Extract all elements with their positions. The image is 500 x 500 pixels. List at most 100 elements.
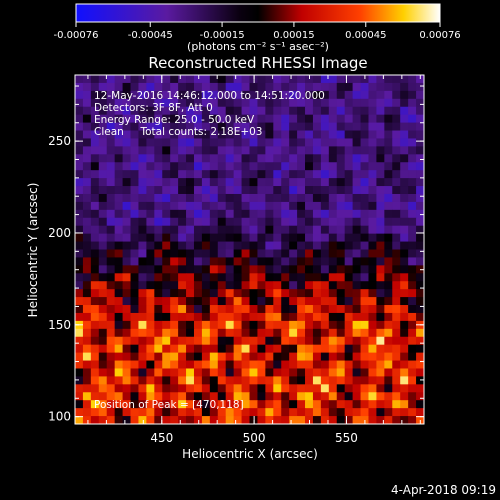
heatmap-cell — [75, 297, 84, 306]
heatmap-cell — [90, 312, 100, 322]
heatmap-cell — [130, 376, 139, 385]
heatmap-cell — [130, 273, 139, 282]
heatmap-cell — [265, 352, 274, 361]
heatmap-cell — [138, 289, 147, 298]
heatmap-cell — [138, 122, 147, 131]
heatmap-cell — [249, 225, 258, 235]
heatmap-cell — [408, 273, 417, 282]
heatmap-cell — [344, 178, 354, 187]
heatmap-cell — [82, 75, 92, 84]
heatmap-cell — [217, 225, 227, 235]
heatmap-cell — [233, 273, 242, 282]
heatmap-cell — [146, 305, 155, 314]
heatmap-cell — [265, 241, 274, 250]
heatmap-cell — [209, 408, 219, 417]
heatmap-cell — [400, 130, 409, 139]
heatmap-cell — [106, 312, 116, 322]
heatmap-cell — [368, 416, 377, 425]
heatmap-cell — [186, 392, 195, 401]
heatmap-cell — [162, 193, 171, 203]
heatmap-cell — [114, 75, 123, 84]
heatmap-cell — [360, 336, 369, 346]
heatmap-cell — [312, 178, 322, 187]
heatmap-cell — [138, 273, 147, 282]
colorbar-tick-label: -0.00076 — [54, 30, 99, 41]
heatmap-cell — [114, 257, 123, 266]
heatmap-cell — [297, 257, 306, 266]
heatmap-cell — [305, 392, 314, 401]
heatmap-cell — [408, 376, 417, 385]
heatmap-cell — [257, 312, 266, 322]
heatmap-cell — [392, 241, 401, 250]
heatmap-cell — [114, 114, 123, 123]
heatmap-cell — [154, 297, 163, 306]
heatmap-cell — [368, 82, 377, 92]
heatmap-cell — [320, 122, 330, 131]
heatmap-cell — [249, 241, 258, 250]
heatmap-cell — [320, 416, 330, 425]
heatmap-cell — [217, 75, 227, 84]
heatmap-cell — [320, 186, 330, 195]
heatmap-cell — [209, 209, 219, 219]
heatmap-cell — [82, 154, 92, 163]
heatmap-cell — [217, 265, 227, 274]
heatmap-cell — [193, 82, 203, 92]
heatmap-cell — [106, 170, 116, 179]
heatmap-cell — [344, 122, 354, 131]
heatmap-cell — [289, 400, 298, 409]
heatmap-cell — [344, 416, 354, 425]
heatmap-cell — [146, 178, 155, 187]
heatmap-cell — [98, 154, 108, 163]
heatmap-cell — [201, 201, 211, 211]
heatmap-cell — [193, 193, 203, 203]
heatmap-cell — [209, 265, 219, 274]
heatmap-cell — [122, 75, 131, 84]
heatmap-cell — [257, 225, 266, 235]
heatmap-cell — [352, 217, 361, 227]
heatmap-cell — [75, 193, 84, 203]
heatmap-cell — [376, 170, 385, 179]
heatmap-cell — [384, 106, 393, 116]
heatmap-cell — [82, 82, 92, 92]
heatmap-cell — [368, 130, 377, 139]
heatmap-cell — [408, 416, 417, 425]
heatmap-cell — [297, 98, 306, 108]
heatmap-cell — [273, 209, 282, 219]
heatmap-cell — [241, 400, 250, 409]
heatmap-cell — [281, 360, 290, 369]
heatmap-cell — [376, 289, 385, 298]
heatmap-cell — [360, 217, 369, 227]
heatmap-cell — [130, 400, 139, 409]
heatmap-cell — [241, 162, 250, 171]
heatmap-cell — [312, 82, 322, 92]
heatmap-cell — [162, 360, 171, 369]
heatmap-cell — [249, 170, 258, 179]
heatmap-cell — [344, 209, 354, 219]
heatmap-cell — [416, 170, 425, 179]
heatmap-cell — [233, 265, 242, 274]
heatmap-cell — [384, 249, 393, 258]
heatmap-cell — [368, 336, 377, 346]
heatmap-cell — [368, 320, 377, 330]
heatmap-cell — [312, 186, 322, 195]
heatmap-cell — [146, 114, 155, 123]
heatmap-cell — [186, 193, 195, 203]
heatmap-cell — [336, 154, 346, 163]
heatmap-cell — [90, 90, 100, 100]
heatmap-cell — [217, 98, 227, 108]
heatmap-cell — [312, 352, 322, 361]
heatmap-cell — [225, 162, 235, 171]
heatmap-cell — [122, 376, 131, 385]
heatmap-cell — [154, 352, 163, 361]
heatmap-cell — [289, 273, 298, 282]
heatmap-cell — [328, 241, 338, 250]
heatmap-cell — [289, 281, 298, 290]
heatmap-cell — [297, 392, 306, 401]
heatmap-cell — [265, 297, 274, 306]
heatmap-cell — [400, 360, 409, 369]
heatmap-cell — [241, 146, 250, 155]
heatmap-cell — [130, 368, 139, 377]
heatmap-cell — [392, 257, 401, 266]
heatmap-cell — [352, 384, 361, 393]
heatmap-cell — [209, 305, 219, 314]
